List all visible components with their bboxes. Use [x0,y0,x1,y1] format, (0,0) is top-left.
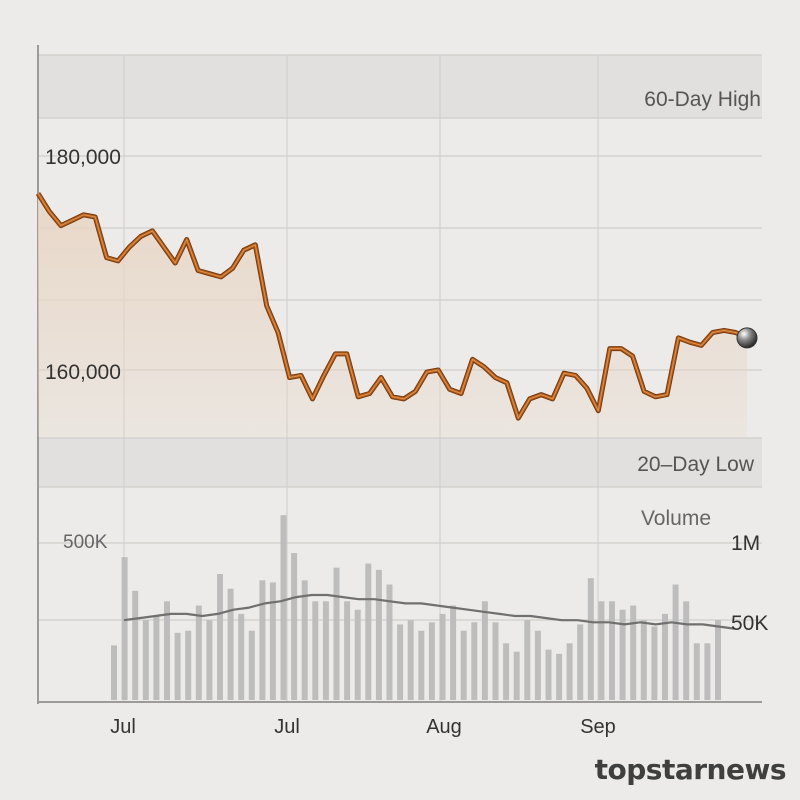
high-band [38,55,762,118]
volume-right-tick: 50K [731,612,768,635]
volume-bar [142,620,149,700]
volume-bar [322,601,329,700]
volume-bar [450,605,457,700]
volume-left-tick: 500K [63,532,108,553]
volume-bar [556,653,563,700]
volume-bar [704,643,711,700]
volume-bar [439,613,446,700]
low-band [38,438,762,487]
volume-bar [174,632,181,700]
volume-bar [587,578,594,700]
volume-average-line [123,593,735,630]
price-area [38,193,747,437]
price-line-highlight [37,193,748,419]
volume-bar [534,630,541,700]
y-tick-label: 180,000 [45,146,121,169]
volume-bar [217,574,223,700]
volume-bar [577,624,584,700]
volume-bar [121,557,128,700]
volume-bar [693,643,700,700]
volume-bar [481,601,488,700]
volume-bar [195,605,202,700]
x-tick-label: Aug [426,716,462,738]
volume-bar [291,553,298,700]
volume-bar [683,601,690,700]
volume-bar [386,584,393,700]
volume-bar [333,567,340,700]
high-band-label: 60-Day High [644,88,761,111]
volume-bar [513,651,520,700]
volume-bar [259,580,266,700]
volume-bar [248,630,255,700]
volume-bar [619,609,626,700]
volume-bar [407,620,414,700]
volume-bar [111,645,117,700]
volume-bar [715,620,721,700]
volume-bar [651,626,658,700]
x-tick-label: Sep [580,716,616,738]
volume-bar [301,580,308,700]
volume-bar [418,630,425,700]
volume-bar [460,630,467,700]
volume-bar [344,601,351,700]
volume-bar [269,582,276,700]
x-tick-label: Jul [110,716,136,738]
watermark-logo: topstarnews [594,753,787,786]
volume-bar [185,630,192,700]
volume-bar [640,620,647,700]
volume-bar [206,620,213,700]
volume-bar [238,613,245,700]
volume-bar [503,643,510,700]
volume-bar [227,588,234,700]
volume-bar [630,605,637,700]
volume-right-tick: 1M [731,532,760,555]
volume-bar [164,601,170,700]
volume-bar [354,609,361,700]
x-tick-label: Jul [274,716,300,738]
volume-bar [598,601,605,700]
volume-bar [153,616,160,700]
volume-title: Volume [641,507,711,530]
volume-bar [545,649,552,700]
volume-bar [280,515,287,700]
volume-bar [609,601,615,700]
volume-bar [471,622,478,700]
low-band-label: 20–Day Low [637,453,755,476]
volume-bar [365,563,372,700]
y-tick-label: 160,000 [45,361,121,384]
volume-bar [566,643,573,700]
volume-bar [492,622,499,700]
volume-bar [524,620,531,700]
volume-bar [672,584,679,700]
volume-bar [662,613,668,700]
last-price-marker [736,327,758,349]
volume-bar [375,569,382,700]
volume-bar [397,624,404,700]
volume-bar [428,622,435,700]
volume-bar [312,601,319,700]
volume-bar [132,590,139,700]
